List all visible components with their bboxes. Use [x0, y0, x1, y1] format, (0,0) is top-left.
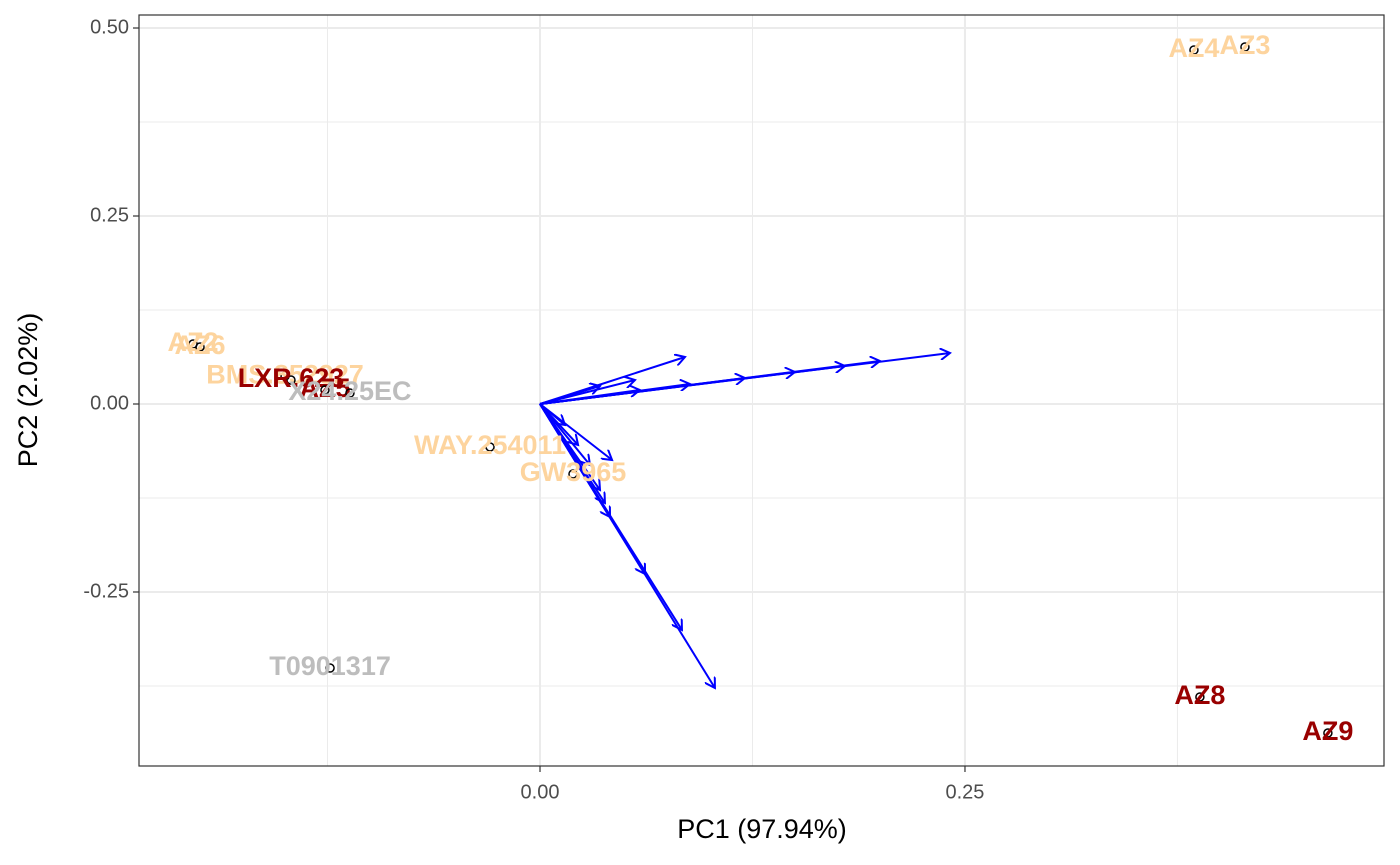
loading-arrow — [539, 386, 600, 405]
point-label: AZ5 — [299, 373, 350, 403]
point — [325, 663, 335, 673]
y-axis-title: PC2 (2.02%) — [13, 313, 43, 468]
plot-border — [138, 14, 1385, 767]
loading-arrow — [539, 390, 640, 405]
point — [1240, 42, 1250, 52]
point-label: BMS.852927 — [206, 359, 364, 389]
y-tick-label: -0.25 — [83, 580, 129, 602]
point-label: AZ4 — [1168, 33, 1219, 63]
point-label: LXR.623 — [238, 363, 345, 393]
x-axis-title: PC1 (97.94%) — [677, 814, 847, 844]
loading-arrow — [539, 403, 565, 425]
point-label: AZ8 — [1174, 680, 1225, 710]
point-label: WAY.254011 — [414, 430, 566, 460]
point-label: AZ3 — [1219, 30, 1270, 60]
x-tick-label: 0.25 — [946, 781, 985, 803]
x-tick-label: 0.00 — [521, 781, 560, 803]
loading-arrow — [539, 403, 600, 490]
point-label: AZ2 — [168, 327, 219, 357]
point-label: AZ6 — [175, 330, 226, 360]
point — [195, 342, 205, 352]
point — [345, 388, 355, 398]
y-tick-label: 0.00 — [90, 392, 129, 414]
point — [568, 469, 578, 479]
point-label: T0901317 — [269, 651, 391, 681]
point — [320, 385, 330, 395]
point — [286, 375, 296, 385]
point-label: AZ9 — [1302, 716, 1353, 746]
y-tick-label: 0.50 — [90, 16, 129, 38]
point — [1323, 728, 1333, 738]
point-label: X24.25EC — [288, 376, 411, 406]
point — [1195, 692, 1205, 702]
point-label: GW3965 — [520, 457, 627, 487]
point — [1189, 45, 1199, 55]
y-tick-label: 0.25 — [90, 204, 129, 226]
point — [485, 442, 495, 452]
